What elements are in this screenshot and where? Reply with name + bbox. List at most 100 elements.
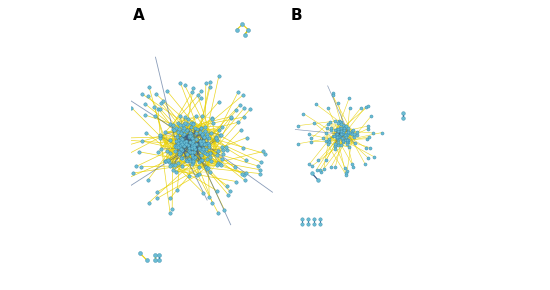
Point [338, 138, 347, 142]
Point [144, 94, 153, 99]
Point [178, 164, 186, 169]
Point [177, 130, 186, 135]
Point [329, 134, 338, 138]
Point [127, 105, 136, 110]
Point [218, 148, 227, 153]
Point [333, 135, 342, 139]
Point [331, 142, 339, 147]
Point [398, 116, 407, 121]
Point [216, 163, 225, 167]
Point [347, 129, 356, 133]
Point [216, 133, 225, 138]
Point [334, 142, 343, 147]
Point [232, 179, 241, 184]
Point [178, 137, 186, 142]
Point [164, 157, 173, 162]
Point [214, 99, 223, 104]
Point [193, 173, 202, 177]
Point [192, 130, 201, 135]
Point [332, 132, 340, 137]
Text: A: A [133, 8, 145, 23]
Point [353, 133, 361, 137]
Point [178, 126, 187, 130]
Point [342, 133, 351, 138]
Point [342, 132, 350, 136]
Point [326, 165, 335, 170]
Point [310, 216, 318, 221]
Point [188, 153, 196, 157]
Point [343, 130, 352, 135]
Point [361, 104, 370, 109]
Point [156, 136, 164, 141]
Point [172, 170, 180, 175]
Point [227, 114, 235, 119]
Point [307, 136, 316, 141]
Point [175, 149, 184, 154]
Point [337, 122, 345, 127]
Point [184, 157, 193, 162]
Point [183, 152, 191, 156]
Point [217, 133, 226, 137]
Point [208, 120, 217, 125]
Point [238, 22, 247, 27]
Point [368, 131, 377, 135]
Point [341, 171, 350, 175]
Point [343, 137, 351, 142]
Point [328, 134, 337, 139]
Point [370, 155, 379, 159]
Point [207, 117, 216, 122]
Point [178, 148, 186, 152]
Point [190, 126, 199, 130]
Point [191, 146, 200, 151]
Point [166, 137, 175, 142]
Point [188, 150, 197, 154]
Point [203, 133, 212, 138]
Point [343, 142, 352, 146]
Point [173, 188, 182, 193]
Point [345, 106, 354, 110]
Point [331, 144, 339, 148]
Point [177, 135, 185, 140]
Point [178, 136, 186, 141]
Point [196, 126, 205, 130]
Point [316, 168, 324, 172]
Point [344, 126, 353, 130]
Point [226, 189, 234, 194]
Point [200, 135, 208, 140]
Point [124, 138, 133, 143]
Point [182, 128, 190, 133]
Point [203, 152, 212, 157]
Point [337, 142, 345, 147]
Point [204, 143, 213, 147]
Point [152, 92, 161, 97]
Point [254, 164, 263, 168]
Point [177, 138, 185, 143]
Point [206, 151, 215, 155]
Point [365, 134, 373, 139]
Point [189, 122, 198, 127]
Point [342, 173, 350, 177]
Point [189, 159, 197, 164]
Point [325, 140, 334, 144]
Point [305, 162, 314, 166]
Point [206, 84, 214, 89]
Point [181, 158, 190, 162]
Point [195, 146, 204, 151]
Point [142, 130, 151, 135]
Point [323, 122, 332, 126]
Point [202, 152, 211, 157]
Point [398, 111, 407, 116]
Point [294, 142, 302, 146]
Point [337, 119, 345, 124]
Point [322, 126, 331, 131]
Point [192, 113, 201, 118]
Point [189, 149, 198, 154]
Point [333, 135, 342, 139]
Point [241, 158, 250, 163]
Point [343, 139, 351, 144]
Point [181, 142, 190, 146]
Point [196, 158, 205, 163]
Point [345, 145, 354, 149]
Point [177, 146, 185, 151]
Point [151, 114, 160, 118]
